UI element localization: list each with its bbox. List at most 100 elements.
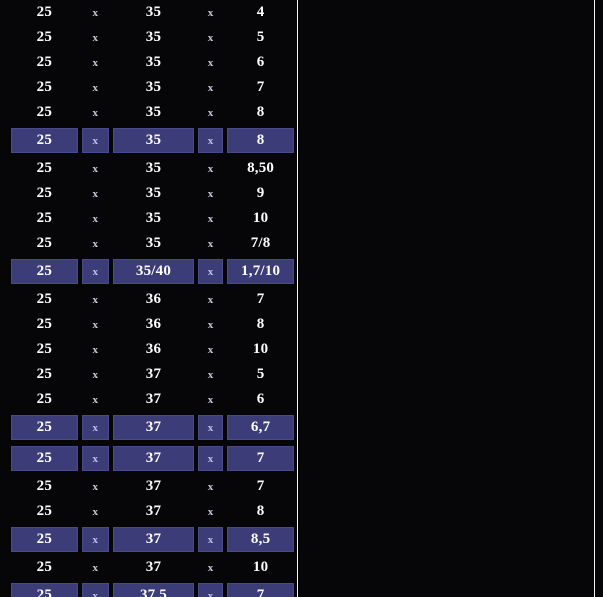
table-row[interactable]: 25 x 35 x 8 (9, 100, 296, 125)
cell-value-c[interactable]: 7 (225, 580, 296, 597)
table-row[interactable]: 25 x 36 x 7 (9, 287, 296, 312)
cell-value-c[interactable]: 7 (256, 478, 265, 494)
cell-value-b[interactable]: 37 (145, 503, 162, 519)
cell-value-b[interactable]: 37 (111, 443, 196, 474)
table-row[interactable]: 25 x 35 x 8,50 (9, 156, 296, 181)
operator-x: x (196, 524, 225, 555)
table-row[interactable]: 25 x 37 x 7 (9, 474, 296, 499)
operator-x: x (92, 393, 99, 406)
operator-x: x (80, 256, 111, 287)
cell-value-c[interactable]: 6 (256, 391, 265, 407)
cell-value-a[interactable]: 25 (36, 316, 53, 332)
cell-value-b[interactable]: 37 (111, 412, 196, 443)
table-row[interactable]: 25 x 35 x 5 (9, 25, 296, 50)
cell-value-c[interactable]: 7 (256, 79, 265, 95)
operator-x: x (207, 81, 214, 94)
table-row[interactable]: 25 x 35/40 x 1,7/10 (9, 256, 296, 287)
cell-value-b[interactable]: 37 (145, 559, 162, 575)
cell-value-c[interactable]: 9 (256, 185, 265, 201)
cell-value-b[interactable]: 36 (145, 316, 162, 332)
cell-value-c[interactable]: 6 (256, 54, 265, 70)
cell-value-c[interactable]: 8 (256, 316, 265, 332)
cell-value-a[interactable]: 25 (36, 29, 53, 45)
cell-value-b[interactable]: 35 (145, 4, 162, 20)
table-row[interactable]: 25 x 35 x 7 (9, 75, 296, 100)
cell-value-b[interactable]: 37 (145, 391, 162, 407)
cell-value-a[interactable]: 25 (36, 559, 53, 575)
cell-value-a[interactable]: 25 (9, 524, 80, 555)
cell-value-a[interactable]: 25 (36, 185, 53, 201)
table-row[interactable]: 25 x 35 x 8 (9, 125, 296, 156)
cell-value-c[interactable]: 10 (252, 341, 269, 357)
cell-value-b[interactable]: 35 (145, 29, 162, 45)
cell-value-b[interactable]: 37 (145, 478, 162, 494)
cell-value-c[interactable]: 8 (256, 503, 265, 519)
cell-value-a[interactable]: 25 (36, 235, 53, 251)
cell-value-a[interactable]: 25 (9, 443, 80, 474)
cell-value-b[interactable]: 37 (145, 366, 162, 382)
cell-value-c[interactable]: 4 (256, 4, 265, 20)
cell-value-b[interactable]: 35 (145, 235, 162, 251)
cell-value-b[interactable]: 36 (145, 341, 162, 357)
table-row[interactable]: 25 x 37 x 10 (9, 555, 296, 580)
cell-value-b[interactable]: 37,5 (111, 580, 196, 597)
table-row[interactable]: 25 x 36 x 8 (9, 312, 296, 337)
cell-value-c[interactable]: 8,5 (225, 524, 296, 555)
table-row[interactable]: 25 x 35 x 9 (9, 181, 296, 206)
cell-value-a[interactable]: 25 (36, 210, 53, 226)
table-row[interactable]: 25 x 36 x 10 (9, 337, 296, 362)
table-row[interactable]: 25 x 37 x 5 (9, 362, 296, 387)
table-row[interactable]: 25 x 37 x 7 (9, 443, 296, 474)
cell-value-c[interactable]: 8 (225, 125, 296, 156)
cell-value-c[interactable]: 7 (225, 443, 296, 474)
cell-value-a[interactable]: 25 (36, 503, 53, 519)
cell-value-c[interactable]: 8 (256, 104, 265, 120)
cell-value-a[interactable]: 25 (36, 366, 53, 382)
cell-value-a[interactable]: 25 (36, 54, 53, 70)
cell-value-c[interactable]: 1,7/10 (225, 256, 296, 287)
cell-value-b[interactable]: 36 (145, 291, 162, 307)
table-row[interactable]: 25 x 37 x 6 (9, 387, 296, 412)
cell-value-a[interactable]: 25 (36, 478, 53, 494)
cell-value-b[interactable]: 35/40 (111, 256, 196, 287)
cell-value-c[interactable]: 5 (256, 29, 265, 45)
cell-value-a[interactable]: 25 (36, 79, 53, 95)
cell-value-a[interactable]: 25 (36, 104, 53, 120)
cell-value-a[interactable]: 25 (9, 125, 80, 156)
table-row[interactable]: 25 x 37 x 6,7 (9, 412, 296, 443)
operator-x: x (207, 293, 214, 306)
cell-value-b[interactable]: 37 (111, 524, 196, 555)
cell-value-c[interactable]: 10 (252, 559, 269, 575)
cell-value-a[interactable]: 25 (36, 4, 53, 20)
cell-value-c[interactable]: 7/8 (250, 235, 271, 251)
cell-value-b[interactable]: 35 (111, 125, 196, 156)
cell-value-a[interactable]: 25 (36, 391, 53, 407)
table-row[interactable]: 25 x 37,5 x 7 (9, 580, 296, 597)
table-row[interactable]: 25 x 35 x 6 (9, 50, 296, 75)
cell-value-b[interactable]: 35 (145, 79, 162, 95)
cell-value-b[interactable]: 35 (145, 185, 162, 201)
cell-value-a[interactable]: 25 (9, 412, 80, 443)
cell-value-b[interactable]: 35 (145, 160, 162, 176)
cell-value-c[interactable]: 6,7 (225, 412, 296, 443)
cell-value-c[interactable]: 5 (256, 366, 265, 382)
table-row[interactable]: 25 x 35 x 4 (9, 0, 296, 25)
table-row[interactable]: 25 x 37 x 8,5 (9, 524, 296, 555)
left-dimension-table[interactable]: 25 x 35 x 4 25 x 35 x 5 25 x 35 x 6 25 x 35 x 7 25 x 35 x 8 25 x 35… (9, 0, 296, 597)
cell-value-b[interactable]: 35 (145, 54, 162, 70)
cell-value-b[interactable]: 35 (145, 104, 162, 120)
cell-value-c[interactable]: 7 (256, 291, 265, 307)
table-row[interactable]: 25 x 37 x 8 (9, 499, 296, 524)
cell-value-c[interactable]: 8,50 (247, 160, 275, 176)
cell-value-a[interactable]: 25 (36, 291, 53, 307)
cell-value-a[interactable]: 25 (9, 256, 80, 287)
cell-value-b[interactable]: 35 (145, 210, 162, 226)
cell-value-a[interactable]: 25 (9, 580, 80, 597)
cell-value-c[interactable]: 10 (252, 210, 269, 226)
table-row[interactable]: 25 x 35 x 7/8 (9, 231, 296, 256)
cell-value-a[interactable]: 25 (36, 341, 53, 357)
operator-x: x (92, 187, 99, 200)
table-row[interactable]: 25 x 35 x 10 (9, 206, 296, 231)
cell-value-a[interactable]: 25 (36, 160, 53, 176)
